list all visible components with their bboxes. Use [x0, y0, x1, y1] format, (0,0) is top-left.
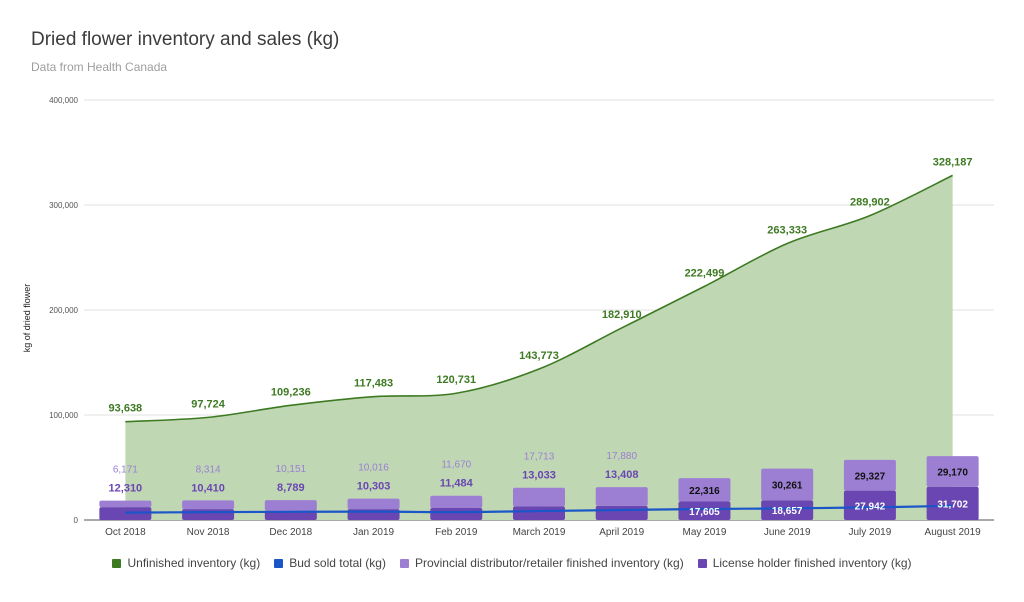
license-holder-data-label: 10,303	[357, 481, 391, 493]
provincial-data-label: 22,316	[689, 486, 720, 497]
x-tick-label: July 2019	[849, 527, 892, 538]
license-holder-bar	[182, 509, 235, 520]
provincial-bar	[430, 495, 483, 508]
legend-label-unfinished: Unfinished inventory (kg)	[127, 556, 261, 570]
provincial-data-label: 10,016	[358, 463, 389, 474]
provincial-bar	[843, 459, 896, 491]
y-tick-label: 400,000	[49, 96, 78, 105]
y-tick-label: 100,000	[49, 411, 78, 420]
x-tick-label: March 2019	[513, 527, 566, 538]
provincial-bar	[595, 487, 648, 506]
y-tick-label: 0	[74, 516, 79, 525]
legend-label-license-holder: License holder finished inventory (kg)	[712, 556, 912, 570]
legend-item-unfinished[interactable]: Unfinished inventory (kg)	[112, 556, 260, 570]
chart-title: Dried flower inventory and sales (kg)	[31, 29, 340, 50]
provincial-bar	[347, 498, 400, 510]
provincial-data-label: 8,314	[196, 464, 221, 475]
x-tick-label: Dec 2018	[269, 527, 312, 538]
unfinished-data-label: 182,910	[602, 309, 642, 321]
bud-sold-line	[125, 504, 953, 514]
legend-swatch-license-holder	[697, 558, 707, 568]
legend-swatch-unfinished	[112, 558, 122, 568]
provincial-bar	[761, 468, 814, 501]
unfinished-data-label: 117,483	[354, 378, 393, 390]
provincial-data-label: 6,171	[113, 465, 138, 476]
unfinished-inventory-area	[125, 175, 953, 520]
legend-swatch-provincial	[399, 558, 409, 568]
x-tick-label: Oct 2018	[105, 527, 146, 538]
provincial-bar	[264, 500, 317, 511]
provincial-bar	[926, 456, 979, 487]
provincial-bar	[99, 500, 152, 508]
legend-item-bud-sold[interactable]: Bud sold total (kg)	[274, 556, 386, 570]
x-tick-label: April 2019	[599, 527, 644, 538]
x-tick-label: Nov 2018	[187, 527, 230, 538]
provincial-data-label: 29,327	[855, 471, 886, 482]
license-holder-data-label: 31,702	[937, 499, 968, 510]
unfinished-data-label: 97,724	[191, 398, 226, 410]
x-tick-label: May 2019	[682, 527, 726, 538]
license-holder-data-label: 8,789	[277, 482, 305, 494]
legend-label-bud-sold: Bud sold total (kg)	[289, 556, 386, 570]
provincial-bar	[678, 478, 731, 502]
license-holder-bar	[843, 490, 896, 520]
chart-subtitle: Data from Health Canada	[31, 60, 168, 74]
unfinished-data-label: 263,333	[767, 225, 807, 237]
license-holder-data-label: 17,605	[689, 507, 720, 518]
provincial-data-label: 30,261	[772, 481, 803, 492]
license-holder-bar	[926, 486, 979, 520]
license-holder-data-label: 10,410	[191, 482, 225, 494]
license-holder-bar	[99, 507, 152, 520]
legend-swatch-bud-sold	[274, 558, 284, 568]
x-tick-label: Jan 2019	[353, 527, 395, 538]
legend-item-provincial[interactable]: Provincial distributor/retailer finished…	[399, 556, 684, 570]
legend: Unfinished inventory (kg) Bud sold total…	[0, 556, 1024, 570]
unfinished-data-label: 222,499	[685, 267, 725, 279]
license-holder-data-label: 12,310	[109, 483, 143, 495]
provincial-data-label: 17,880	[606, 451, 637, 462]
provincial-bar	[182, 500, 235, 510]
unfinished-data-label: 289,902	[850, 197, 890, 209]
provincial-data-label: 10,151	[276, 464, 307, 475]
license-holder-data-label: 13,033	[522, 470, 556, 482]
y-tick-label: 200,000	[49, 306, 78, 315]
license-holder-data-label: 27,942	[855, 501, 886, 512]
license-holder-bar	[595, 505, 648, 520]
x-tick-label: August 2019	[925, 527, 982, 538]
license-holder-bar	[430, 507, 483, 520]
provincial-data-label: 11,670	[441, 460, 471, 471]
unfinished-data-label: 328,187	[933, 156, 973, 168]
license-holder-bar	[264, 510, 317, 520]
license-holder-data-label: 13,408	[605, 469, 639, 481]
legend-label-provincial: Provincial distributor/retailer finished…	[414, 556, 684, 570]
license-holder-bar	[678, 501, 731, 520]
x-tick-label: Feb 2019	[435, 527, 478, 538]
license-holder-bar	[761, 500, 814, 520]
legend-item-license-holder[interactable]: License holder finished inventory (kg)	[697, 556, 912, 570]
license-holder-data-label: 11,484	[440, 478, 474, 490]
x-tick-label: June 2019	[764, 527, 811, 538]
provincial-data-label: 17,713	[524, 452, 555, 463]
unfinished-data-label: 109,236	[271, 386, 311, 398]
provincial-bar	[513, 487, 565, 507]
unfinished-data-label: 143,773	[519, 350, 559, 362]
unfinished-inventory-line	[125, 174, 953, 423]
license-holder-data-label: 18,657	[772, 506, 803, 517]
unfinished-data-label: 93,638	[109, 403, 143, 415]
provincial-data-label: 29,170	[937, 467, 968, 478]
y-tick-label: 300,000	[49, 201, 78, 210]
unfinished-data-label: 120,731	[436, 374, 476, 386]
license-holder-bar	[513, 506, 565, 520]
